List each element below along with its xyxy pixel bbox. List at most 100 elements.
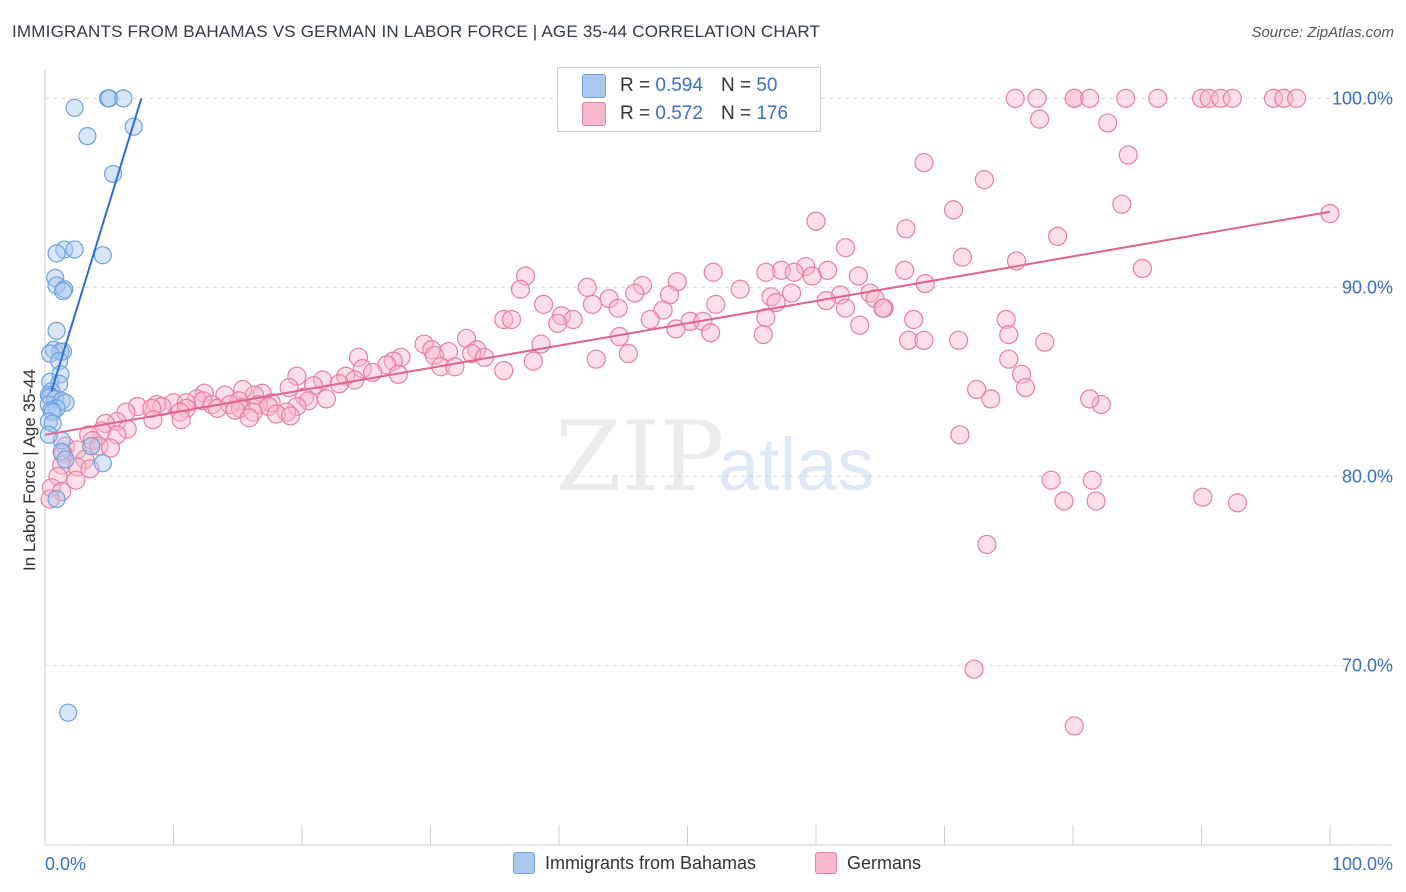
bahamas-point: [65, 240, 84, 259]
germans-point: [618, 343, 638, 364]
germans-point: [582, 294, 603, 314]
germans-point: [977, 534, 997, 555]
germans-point: [1064, 88, 1084, 108]
germans-point: [640, 309, 660, 330]
germans-point: [806, 211, 826, 231]
germans-point: [1080, 88, 1100, 108]
germans-point: [1116, 88, 1136, 108]
germans-point: [706, 294, 726, 314]
germans-point: [1015, 377, 1036, 398]
germans-point: [207, 398, 227, 418]
legend-item-germans: Germans: [815, 852, 921, 874]
germans-point: [1054, 491, 1074, 511]
germans-point: [753, 325, 773, 345]
germans-point: [586, 349, 606, 369]
x-tick-label: 0.0%: [45, 854, 86, 874]
bahamas-point: [93, 246, 112, 265]
germans-point: [445, 357, 465, 377]
germans-point: [40, 489, 60, 509]
germans-point: [761, 287, 781, 307]
watermark-zip: ZIP: [555, 401, 724, 513]
germans-point: [784, 262, 804, 282]
series-germans-points: [40, 88, 1340, 736]
legend-swatch-germans: [815, 852, 837, 874]
germans-point: [266, 404, 286, 424]
germans-point: [1064, 716, 1084, 736]
bahamas-point: [93, 454, 112, 473]
legend-row-germans: R = 0.572 N = 176: [582, 102, 788, 126]
germans-point: [608, 298, 628, 318]
germans-point: [730, 279, 750, 299]
germans-point: [563, 309, 583, 330]
germans-point: [701, 323, 721, 343]
germans-point: [1091, 394, 1111, 415]
germans-point: [802, 266, 822, 286]
germans-point: [625, 283, 645, 303]
axes: [44, 70, 1392, 846]
germans-point: [1148, 88, 1168, 108]
germans-point: [1098, 113, 1118, 133]
germans-point: [949, 330, 969, 350]
x-tick-labels: 0.0% 100.0%: [45, 854, 1393, 874]
bahamas-point: [56, 450, 75, 469]
germans-point: [943, 200, 964, 220]
bahamas-point: [43, 414, 62, 433]
y-axis-label: In Labor Force | Age 35-44: [20, 369, 39, 571]
germans-point: [533, 294, 554, 314]
germans-point: [653, 300, 673, 320]
bahamas-point: [114, 89, 133, 108]
germans-point: [835, 298, 856, 318]
grid-lines: [45, 97, 1392, 666]
legend-r-label: R =: [620, 103, 651, 124]
legend-item-bahamas: Immigrants from Bahamas: [513, 852, 756, 874]
trend-lines: [44, 98, 1331, 436]
y-tick-labels: 70.0% 80.0% 90.0% 100.0%: [1332, 88, 1393, 675]
legend-row-bahamas: R = 0.594 N = 50: [582, 74, 777, 98]
germans-point: [1263, 88, 1284, 108]
y-tick-label: 70.0%: [1342, 655, 1393, 675]
germans-point: [127, 396, 148, 417]
germans-point: [632, 275, 653, 296]
germans-point: [1005, 88, 1025, 108]
y-tick-label: 80.0%: [1342, 466, 1393, 486]
germans-point: [1222, 88, 1242, 108]
germans-point: [316, 389, 337, 409]
bahamas-point: [65, 98, 84, 117]
germans-point: [1035, 332, 1055, 352]
germans-point: [1227, 493, 1248, 513]
germans-point: [1082, 470, 1102, 490]
germans-point: [523, 351, 543, 371]
germans-point: [950, 425, 970, 445]
germans-point: [1112, 194, 1132, 214]
bahamas-point: [100, 89, 119, 108]
germans-point: [1286, 88, 1307, 108]
germans-point: [348, 347, 369, 367]
germans-point: [974, 170, 994, 190]
germans-point: [967, 379, 987, 400]
germans-point: [756, 308, 776, 328]
legend-r-label: R =: [620, 75, 651, 96]
legend-label-germans: Germans: [847, 852, 922, 873]
bahamas-point: [59, 703, 78, 722]
germans-point: [462, 343, 482, 364]
y-tick-label: 100.0%: [1332, 88, 1393, 108]
germans-point: [1041, 470, 1061, 490]
germans-point: [1029, 109, 1050, 129]
germans-point: [467, 340, 487, 360]
germans-point: [1191, 88, 1212, 108]
germans-point: [1080, 389, 1100, 409]
germans-point: [352, 359, 372, 379]
bahamas-point: [78, 127, 97, 146]
germans-point: [848, 266, 869, 286]
correlation-legend: R = 0.594 N = 50 R = 0.572 N = 176: [557, 67, 821, 132]
germans-point: [548, 313, 568, 333]
germans-point: [796, 256, 816, 277]
germans-point: [1086, 491, 1106, 511]
germans-point: [996, 309, 1016, 330]
germans-point: [952, 247, 973, 267]
germans-point: [171, 410, 191, 430]
germans-point: [424, 345, 444, 366]
germans-trend-line: [44, 210, 1331, 436]
y-tick-label: 90.0%: [1342, 277, 1393, 297]
germans-point: [981, 389, 1001, 409]
